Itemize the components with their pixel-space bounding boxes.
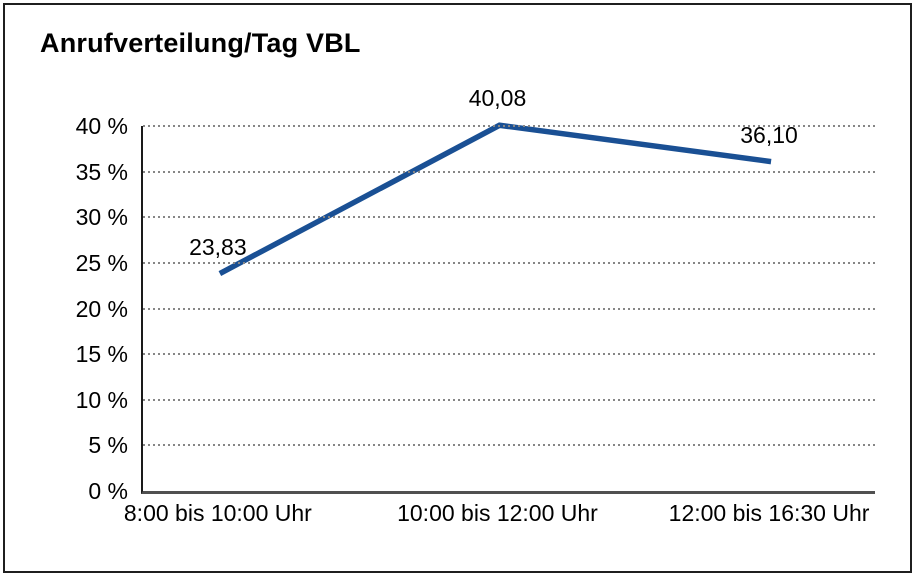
y-tick-label: 20 % [75,295,128,322]
gridline [143,216,875,219]
data-point-label: 40,08 [468,85,527,112]
gridline [143,125,875,127]
gridline [143,444,875,447]
chart-title: Anrufverteilung/Tag VBL [40,28,361,58]
gridline [143,307,875,310]
y-tick-label: 30 % [75,204,128,231]
y-tick-label: 0 % [88,478,128,504]
data-point-label: 36,10 [740,121,798,148]
y-tick-label: 5 % [88,432,128,459]
y-tick-label: 40 % [75,113,128,139]
y-tick-label: 35 % [75,158,128,185]
x-category-label: 8:00 bis 10:00 Uhr [123,500,312,526]
y-tick-label: 15 % [75,341,128,368]
plot-area [141,122,875,494]
x-category-label: 10:00 bis 12:00 Uhr [397,500,598,526]
gridline [143,398,875,401]
data-point-label: 23,83 [189,233,247,260]
data-line [218,122,772,276]
gridline [143,353,875,356]
x-category-label: 12:00 bis 16:30 Uhr [668,500,870,526]
gridline [143,170,875,173]
y-tick-label: 25 % [75,249,128,276]
y-tick-label: 10 % [75,386,128,413]
gridline [143,261,875,264]
